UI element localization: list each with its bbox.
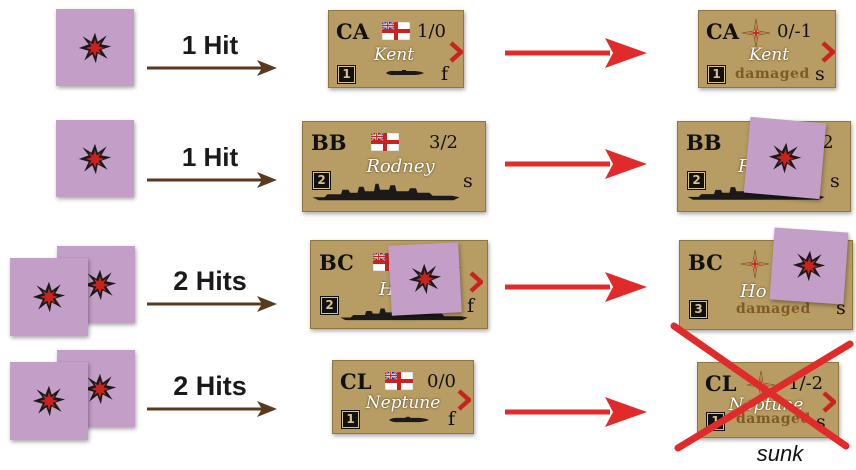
burst-icon bbox=[406, 260, 444, 298]
burst-icon bbox=[765, 138, 804, 177]
ship-counter-before[interactable]: CA 1/0 Kent 1 f bbox=[328, 10, 464, 88]
damaged-status: damaged bbox=[735, 66, 810, 82]
ship-type: BC bbox=[319, 250, 354, 275]
counter-number: 1 bbox=[341, 410, 360, 429]
hit-marker[interactable] bbox=[56, 9, 134, 86]
speed-code: f bbox=[448, 408, 456, 430]
compass-icon bbox=[741, 18, 771, 48]
burst-icon bbox=[790, 247, 828, 285]
chevron-icon bbox=[457, 389, 471, 411]
ship-type: CL bbox=[705, 371, 737, 396]
submarine-icon bbox=[388, 416, 430, 424]
speed-code: s bbox=[816, 411, 826, 433]
chevron-icon bbox=[469, 271, 483, 293]
transition-arrow bbox=[505, 149, 647, 179]
hit-marker[interactable] bbox=[10, 258, 88, 336]
hit-arrow bbox=[147, 60, 277, 76]
flag-icon bbox=[382, 22, 410, 40]
speed-code: s bbox=[815, 63, 825, 85]
counter-number: 2 bbox=[320, 296, 339, 315]
combat-factors: 0/-1 bbox=[777, 21, 813, 42]
submarine-icon bbox=[385, 69, 425, 77]
ship-type: CA bbox=[706, 19, 740, 44]
ship-name: Kent bbox=[748, 45, 790, 65]
ship-type: CL bbox=[340, 369, 372, 394]
hit-arrow bbox=[147, 172, 277, 188]
burst-icon bbox=[31, 279, 67, 315]
damaged-status: damaged bbox=[736, 301, 811, 317]
speed-code: s bbox=[836, 297, 846, 319]
burst-icon bbox=[77, 141, 113, 177]
combat-factors: 3/2 bbox=[429, 132, 458, 153]
ship-silhouette-icon bbox=[311, 180, 461, 204]
sunk-label: sunk bbox=[756, 441, 804, 466]
counter-number: 3 bbox=[689, 300, 708, 319]
ship-name: Kent bbox=[373, 45, 415, 65]
hit-marker[interactable] bbox=[10, 362, 88, 440]
ship-type: BC bbox=[688, 250, 723, 275]
hit-marker[interactable] bbox=[769, 227, 849, 305]
counter-number: 2 bbox=[312, 171, 331, 190]
counter-number: 1 bbox=[337, 65, 356, 84]
flag-icon bbox=[385, 372, 413, 390]
counter-number: 2 bbox=[687, 171, 706, 190]
hit-arrow bbox=[147, 296, 277, 312]
ship-name: Rodney bbox=[366, 156, 435, 177]
hit-marker[interactable] bbox=[388, 242, 462, 316]
chevron-icon bbox=[821, 41, 835, 63]
hit-marker[interactable] bbox=[56, 120, 134, 197]
ship-name: Neptune bbox=[365, 393, 441, 413]
burst-icon bbox=[77, 30, 113, 66]
ship-counter-before[interactable]: BB 3/2 Rodney 2 s bbox=[302, 121, 486, 212]
hit-count-label: 2 Hits bbox=[173, 371, 247, 401]
speed-code: s bbox=[463, 170, 473, 192]
hit-count-label: 1 Hit bbox=[181, 142, 239, 172]
speed-code: s bbox=[830, 170, 840, 192]
chevron-icon bbox=[449, 41, 463, 63]
hit-marker[interactable] bbox=[743, 116, 827, 200]
ship-counter-after[interactable]: CA 0/-1 Kent 1 damaged s bbox=[698, 10, 836, 88]
ship-counter-before[interactable]: CL 0/0 Neptune 1 f bbox=[332, 360, 474, 434]
hit-arrow bbox=[147, 401, 277, 417]
sunk-cross-icon bbox=[670, 322, 854, 452]
speed-code: f bbox=[441, 63, 449, 85]
speed-code: f bbox=[467, 295, 475, 317]
ship-type: BB bbox=[311, 130, 347, 155]
transition-arrow bbox=[505, 272, 647, 302]
hit-count-label: 2 Hits bbox=[173, 266, 247, 296]
combat-factors: 0/0 bbox=[427, 371, 456, 392]
transition-arrow bbox=[505, 397, 647, 427]
counter-number: 1 bbox=[707, 65, 726, 84]
ship-type: CA bbox=[336, 19, 370, 44]
flag-icon bbox=[371, 133, 399, 151]
combat-factors: 1/0 bbox=[417, 21, 446, 42]
damaged-status: damaged bbox=[736, 411, 811, 427]
compass-icon bbox=[740, 249, 770, 279]
transition-arrow bbox=[505, 38, 647, 68]
burst-icon bbox=[31, 383, 67, 419]
ship-type: BB bbox=[686, 130, 722, 155]
ship-name: Ho bbox=[740, 281, 767, 302]
hit-count-label: 1 Hit bbox=[181, 30, 239, 60]
